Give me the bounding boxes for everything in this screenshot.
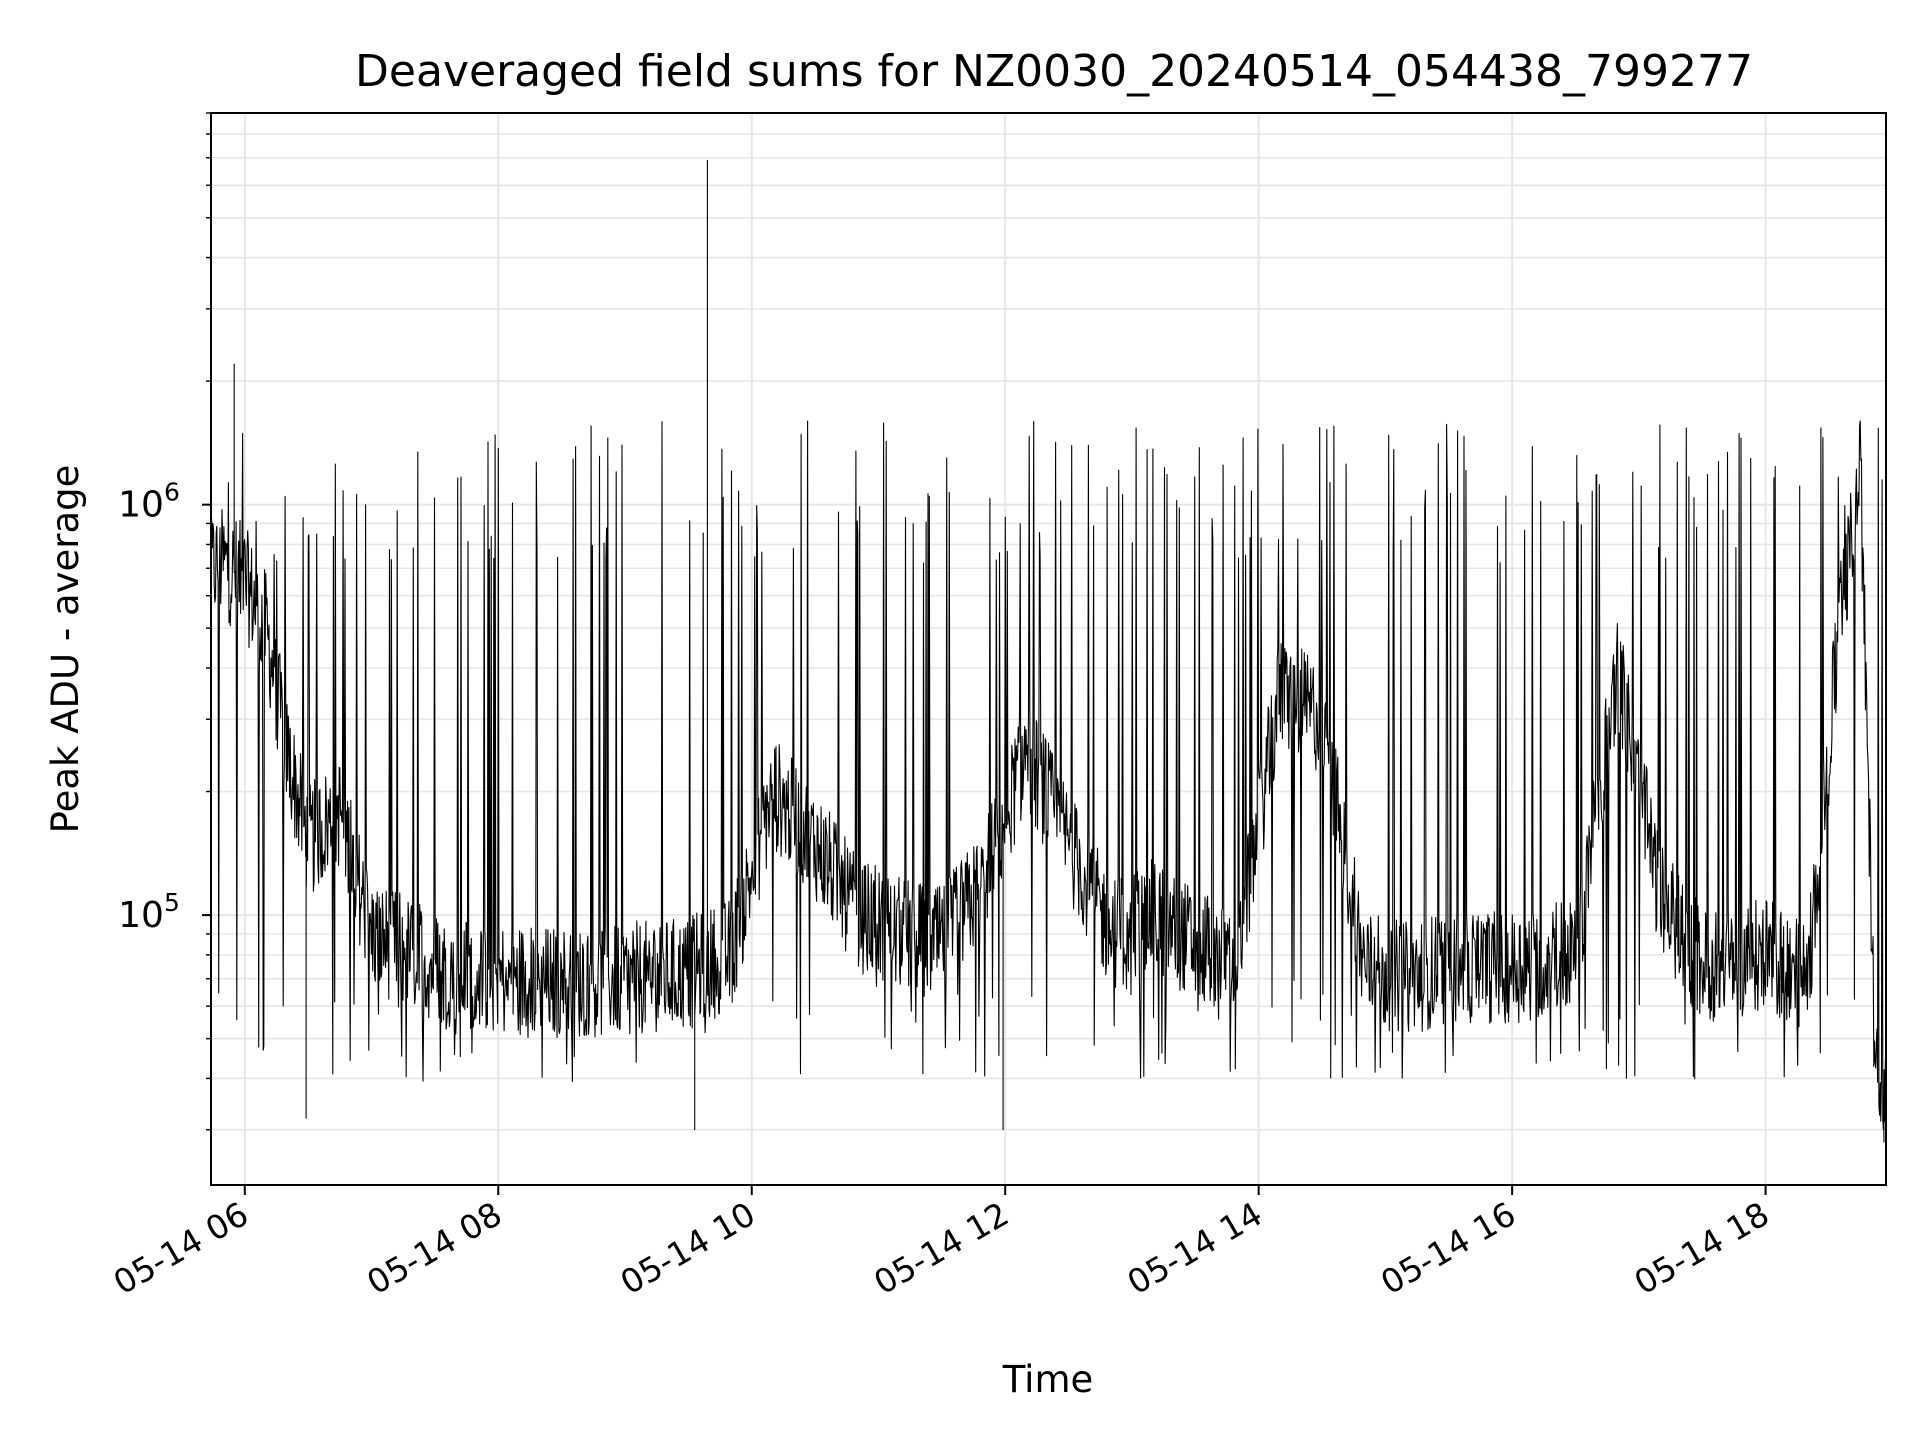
plot-area <box>211 159 1886 1149</box>
x-tick-label: 05-14 06 <box>107 1194 255 1302</box>
x-axis: 05-14 06 05-14 08 05-14 10 05-14 12 05-14 14… <box>107 1185 1776 1302</box>
y-tick-label: 105 <box>118 888 180 936</box>
x-tick-label: 05-14 12 <box>867 1194 1015 1302</box>
y-axis: 105 106 <box>118 112 211 1131</box>
chart-title: Deaveraged field sums for NZ0030_2024051… <box>355 46 1753 97</box>
x-tick-label: 05-14 14 <box>1121 1194 1269 1302</box>
y-tick-label: 106 <box>118 478 180 526</box>
y-axis-label: Peak ADU - average <box>44 465 87 834</box>
x-axis-label: Time <box>1002 1358 1094 1401</box>
plot-frame <box>210 112 1887 1186</box>
series-line <box>211 159 1886 1149</box>
x-tick-label: 05-14 10 <box>614 1194 762 1302</box>
x-tick-label: 05-14 18 <box>1628 1194 1776 1302</box>
x-tick-label: 05-14 16 <box>1374 1194 1522 1302</box>
x-tick-label: 05-14 08 <box>360 1194 508 1302</box>
